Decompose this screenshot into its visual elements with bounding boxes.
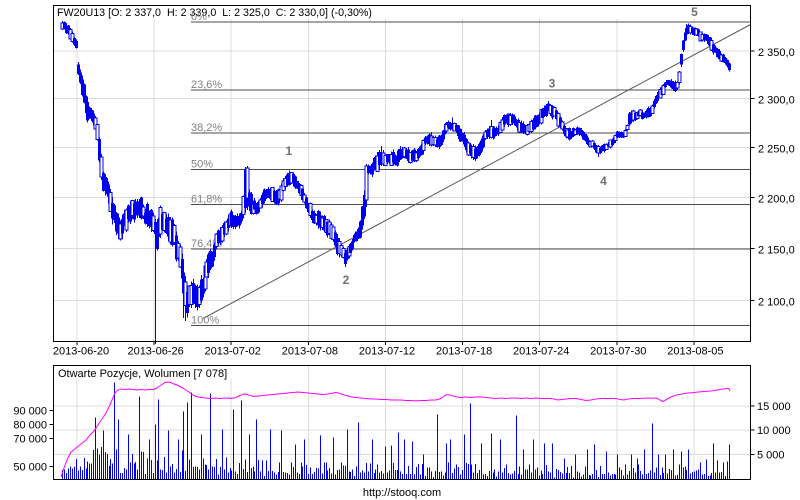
svg-text:90 000: 90 000 — [13, 406, 47, 418]
svg-text:2 350,0: 2 350,0 — [758, 47, 795, 59]
svg-text:http://stooq.com: http://stooq.com — [363, 487, 441, 499]
svg-text:2013-07-02: 2013-07-02 — [205, 346, 261, 358]
svg-text:5: 5 — [691, 5, 698, 19]
svg-text:50%: 50% — [191, 159, 213, 171]
svg-text:2 300,0: 2 300,0 — [758, 95, 795, 107]
svg-text:0%: 0% — [191, 11, 207, 23]
svg-text:2013-07-18: 2013-07-18 — [436, 346, 492, 358]
svg-text:Otwarte Pozycje, Wolumen [7 07: Otwarte Pozycje, Wolumen [7 078] — [58, 368, 227, 380]
svg-text:3: 3 — [549, 77, 556, 91]
svg-text:2: 2 — [343, 273, 350, 287]
svg-text:2013-06-26: 2013-06-26 — [127, 346, 183, 358]
svg-text:2013-06-20: 2013-06-20 — [53, 346, 109, 358]
svg-text:70 000: 70 000 — [13, 434, 47, 446]
svg-text:23,6%: 23,6% — [191, 79, 222, 91]
svg-text:61,8%: 61,8% — [191, 194, 222, 206]
svg-text:2013-07-08: 2013-07-08 — [282, 346, 338, 358]
svg-text:5 000: 5 000 — [757, 450, 785, 462]
svg-text:2 250,0: 2 250,0 — [758, 143, 795, 155]
svg-text:80 000: 80 000 — [13, 420, 47, 432]
svg-text:10 000: 10 000 — [757, 425, 791, 437]
svg-text:1: 1 — [285, 144, 292, 158]
svg-text:4: 4 — [600, 174, 607, 188]
svg-text:FW20U13 [O: 2 337,0 H: 2 339,: FW20U13 [O: 2 337,0 H: 2 339,0 L: 2 325,… — [57, 7, 372, 19]
svg-text:2013-07-24: 2013-07-24 — [513, 346, 569, 358]
svg-text:2013-07-12: 2013-07-12 — [359, 346, 415, 358]
svg-text:38,2%: 38,2% — [191, 122, 222, 134]
svg-text:2 150,0: 2 150,0 — [758, 244, 795, 256]
svg-text:2013-08-05: 2013-08-05 — [667, 346, 723, 358]
svg-text:100%: 100% — [191, 315, 219, 327]
svg-text:2 200,0: 2 200,0 — [758, 193, 795, 205]
svg-text:2013-07-30: 2013-07-30 — [590, 346, 646, 358]
svg-text:50 000: 50 000 — [13, 461, 47, 473]
svg-text:2 100,0: 2 100,0 — [758, 297, 795, 309]
svg-text:15 000: 15 000 — [757, 401, 791, 413]
